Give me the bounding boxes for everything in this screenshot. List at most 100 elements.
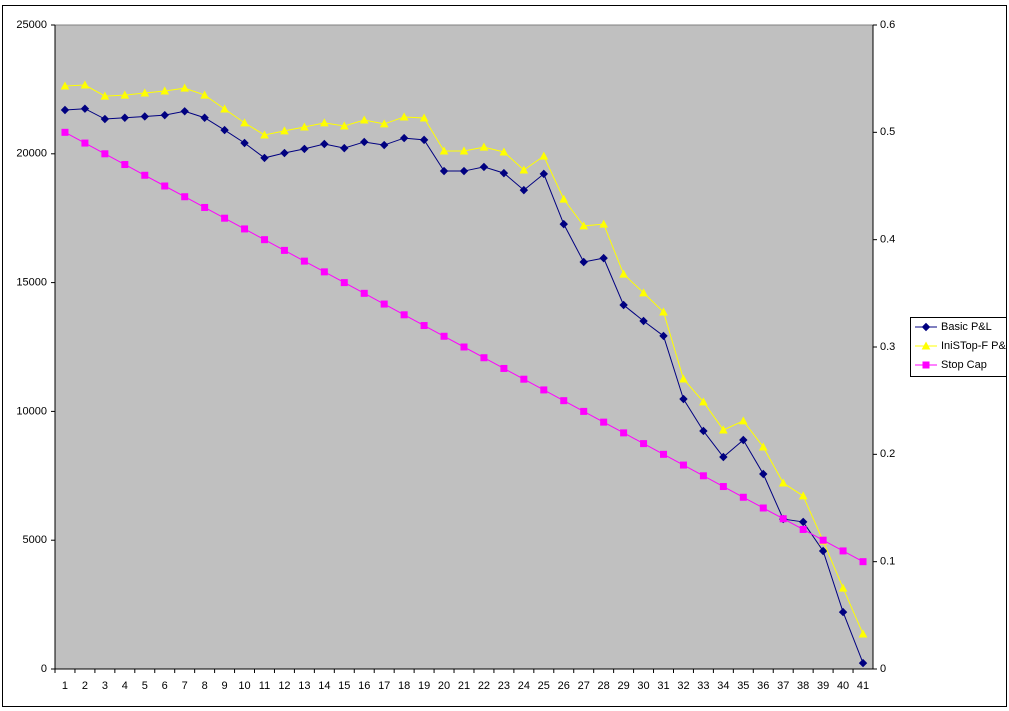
data-point (200, 113, 209, 122)
data-point (659, 331, 668, 341)
data-point (600, 418, 608, 426)
y-tick-label: 10000 (16, 405, 47, 417)
data-point (379, 140, 389, 150)
data-point (60, 105, 70, 115)
data-point (619, 269, 628, 278)
data-point (340, 143, 349, 153)
data-point (699, 397, 708, 406)
data-point (280, 148, 289, 158)
x-tick-label: 6 (162, 680, 168, 692)
x-tick-label: 33 (697, 680, 709, 692)
data-point (459, 166, 469, 176)
data-point (280, 246, 288, 254)
data-point (779, 515, 787, 523)
data-point (300, 122, 309, 131)
y2-tick-label: 0 (880, 663, 886, 675)
x-tick-label: 3 (102, 680, 108, 692)
data-point (579, 257, 588, 267)
data-point (221, 214, 229, 222)
x-tick-label: 31 (657, 680, 669, 692)
data-point (799, 525, 807, 533)
data-point (101, 150, 109, 158)
data-point (419, 113, 429, 122)
y2-tick-label: 0.1 (880, 556, 895, 568)
data-point (759, 504, 767, 512)
x-tick-label: 4 (122, 680, 128, 692)
data-point (679, 461, 687, 469)
data-point (380, 300, 388, 308)
legend-marker (921, 341, 931, 350)
data-point (819, 536, 827, 544)
y-tick-label: 0 (41, 663, 47, 675)
legend-label: IniSTop-F P& (941, 340, 1006, 352)
data-point (559, 219, 568, 229)
data-point (520, 375, 528, 383)
data-point (360, 289, 368, 297)
data-point (141, 171, 149, 179)
data-point (818, 546, 828, 556)
data-point (758, 442, 768, 451)
x-tick-label: 17 (378, 680, 390, 692)
data-point (499, 168, 509, 178)
data-point (240, 118, 249, 127)
x-tick-label: 7 (182, 680, 188, 692)
data-point (659, 307, 668, 316)
legend-items: Basic P&L IniSTop-F P&Stop Cap (915, 321, 1006, 371)
y-tick-label: 20000 (16, 148, 47, 160)
data-point (260, 130, 269, 139)
data-point (479, 142, 489, 151)
data-point (460, 343, 468, 351)
data-point (100, 114, 110, 124)
data-point (679, 374, 688, 383)
x-tick-label: 41 (857, 680, 869, 692)
data-point (519, 165, 529, 174)
data-point (419, 135, 429, 145)
y-tick-label: 5000 (23, 534, 47, 546)
data-point (379, 119, 389, 128)
data-point (699, 426, 708, 436)
data-point (439, 166, 449, 176)
data-point (399, 133, 409, 143)
data-point (420, 322, 428, 330)
data-point (580, 407, 588, 415)
data-point (320, 118, 329, 127)
x-tick-label: 19 (418, 680, 430, 692)
x-tick-label: 26 (558, 680, 570, 692)
data-point (360, 137, 369, 147)
y-tick-label: 25000 (16, 19, 47, 31)
x-tick-label: 15 (338, 680, 350, 692)
x-tick-label: 32 (677, 680, 689, 692)
data-point (798, 491, 808, 500)
data-point (778, 478, 788, 487)
data-point (539, 169, 549, 179)
x-tick-label: 37 (777, 680, 789, 692)
legend-marker (921, 322, 931, 332)
data-point (320, 268, 328, 276)
data-point (359, 115, 369, 124)
y2-tick-label: 0.4 (880, 234, 895, 246)
y2-tick-label: 0.6 (880, 19, 895, 31)
data-point (160, 110, 169, 120)
x-tick-label: 35 (737, 680, 749, 692)
x-tick-label: 38 (797, 680, 809, 692)
data-point (120, 113, 130, 122)
data-point (660, 450, 668, 458)
data-point (400, 311, 408, 319)
x-tick-label: 14 (318, 680, 330, 692)
x-tick-label: 12 (278, 680, 290, 692)
data-point (719, 452, 728, 462)
data-point (719, 425, 728, 434)
data-point (440, 332, 448, 340)
x-tick-label: 25 (538, 680, 550, 692)
y2-tick-label: 0.5 (880, 126, 895, 138)
data-point (81, 139, 89, 147)
y2-tick-label: 0.2 (880, 448, 895, 460)
data-point (639, 316, 648, 326)
data-point (719, 483, 727, 491)
x-tick-label: 10 (238, 680, 250, 692)
data-point (480, 354, 488, 362)
data-point (220, 104, 229, 113)
x-tick-label: 39 (817, 680, 829, 692)
data-point (240, 138, 249, 148)
data-point (858, 658, 868, 668)
